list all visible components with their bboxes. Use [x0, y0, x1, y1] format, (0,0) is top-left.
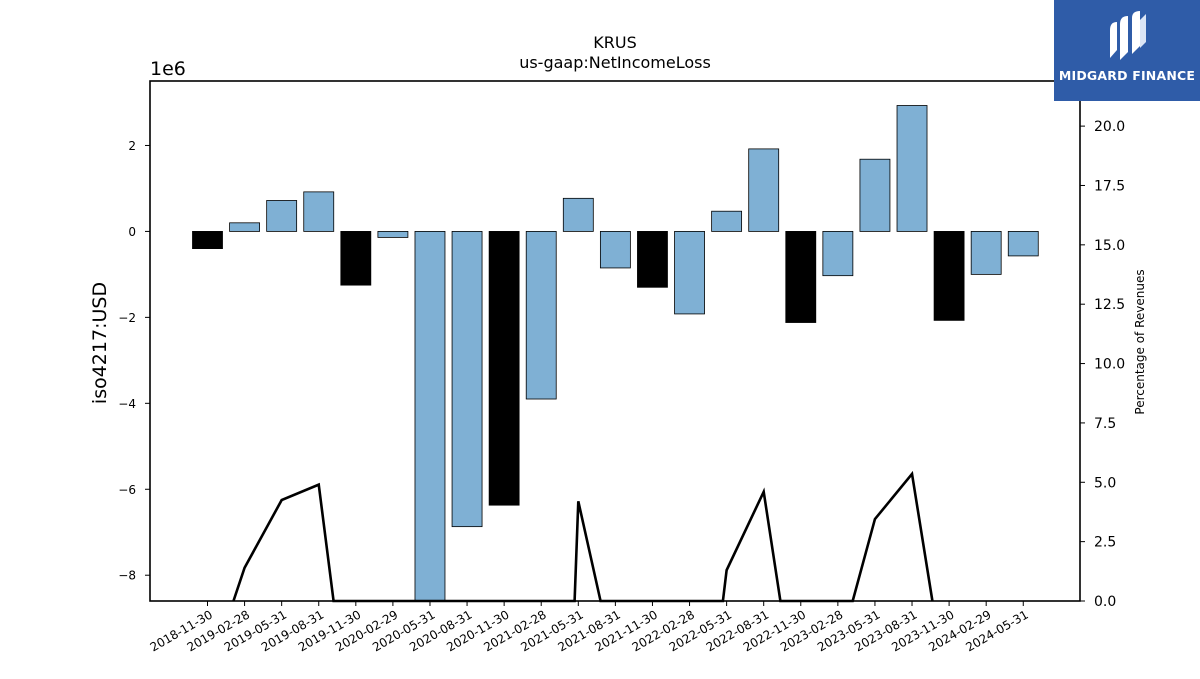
bar-2022-05-31: [711, 210, 743, 232]
y2-tick-label: 20.0: [1094, 119, 1125, 135]
y2-tick-label: 12.5: [1094, 297, 1125, 313]
bar-2020-11-30: [488, 231, 520, 506]
bar-2023-02-28: [822, 231, 854, 277]
y-tick-label: −6: [118, 483, 136, 497]
bar-2019-05-31: [266, 200, 298, 232]
y-tick-label: −8: [118, 569, 136, 583]
bar-2018-11-30: [192, 231, 223, 250]
y-tick-label: 2: [128, 139, 136, 153]
y-tick-label: −2: [118, 311, 136, 325]
bar-2020-08-31: [451, 231, 483, 528]
y-axis-label: iso4217:USD: [89, 282, 111, 404]
bar-2024-02-29: [970, 231, 1002, 275]
y2-tick-label: 7.5: [1094, 416, 1116, 432]
chart-title: KRUS: [593, 33, 636, 52]
y2-tick-label: 17.5: [1094, 178, 1125, 194]
chart-subtitle: us-gaap:NetIncomeLoss: [519, 53, 711, 72]
bar-2020-05-31: [414, 231, 446, 602]
bar-2021-05-31: [562, 197, 594, 232]
bar-2021-11-30: [637, 231, 668, 288]
y2-tick-label: 0.0: [1094, 594, 1116, 610]
bar-2024-05-31: [1007, 231, 1039, 257]
bar-2021-08-31: [599, 231, 631, 269]
plot-frame: [149, 80, 1081, 602]
bar-2020-02-29: [377, 231, 409, 238]
bar-2022-02-28: [674, 231, 705, 315]
y2-tick-label: 2.5: [1094, 535, 1116, 551]
bar-2019-02-28: [229, 222, 260, 232]
y-tick-label: 0: [128, 225, 136, 239]
y-axis-ticks: −8 −6 −4 −2 0 2: [118, 139, 150, 583]
bar-2023-08-31: [896, 105, 928, 232]
revenue-pct-line: [232, 470, 934, 603]
y2-axis-label: Percentage of Revenues: [1133, 269, 1147, 414]
bar-2019-08-31: [303, 191, 335, 232]
bars-group: [192, 105, 1039, 602]
y2-tick-label: 5.0: [1094, 475, 1116, 491]
y2-tick-label: 10.0: [1094, 357, 1125, 373]
bar-2019-11-30: [340, 231, 372, 286]
y2-tick-label: 15.0: [1094, 238, 1125, 254]
bar-2023-11-30: [933, 231, 965, 321]
revenue-pct-line-group: [232, 470, 934, 603]
bar-2021-02-28: [525, 231, 557, 400]
y-axis-multiplier: 1e6: [150, 58, 186, 80]
y2-axis-ticks: 0.0 2.5 5.0 7.5 10.0 12.5 15.0 17.5 20.0: [1080, 119, 1125, 610]
logo-mark-icon: [1110, 11, 1146, 60]
y-tick-label: −4: [118, 397, 136, 411]
x-axis-ticks: 2018-11-302019-02-282019-05-312019-08-31…: [148, 601, 1031, 654]
bar-2022-08-31: [748, 148, 780, 232]
bar-2022-11-30: [785, 231, 817, 323]
bar-2023-05-31: [859, 158, 891, 232]
brand-logo: MIDGARD FINANCE: [1054, 0, 1200, 101]
logo-text: MIDGARD FINANCE: [1058, 68, 1196, 83]
